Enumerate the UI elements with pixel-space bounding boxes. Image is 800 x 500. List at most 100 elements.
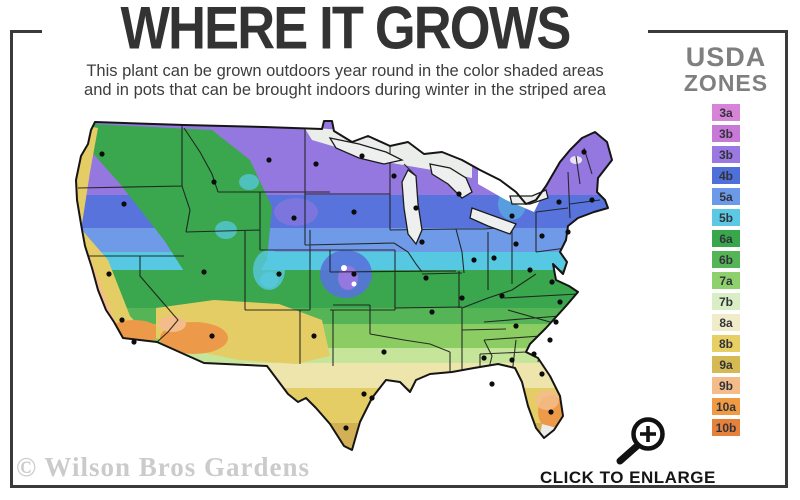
- patch-maine-white: [570, 156, 582, 164]
- city-dot: [513, 323, 519, 329]
- city-dot: [565, 229, 571, 235]
- click-to-enlarge-label[interactable]: CLICK TO ENLARGE: [540, 468, 716, 487]
- city-dot: [361, 391, 367, 397]
- climate-band-7: [76, 348, 612, 363]
- city-dot: [549, 279, 555, 285]
- city-dot: [429, 309, 435, 315]
- zone-swatch-8b: 8b: [712, 335, 740, 352]
- lake-erie: [469, 207, 517, 235]
- city-dot: [106, 271, 112, 277]
- zone-swatch-4b: 4b: [712, 167, 740, 184]
- city-dot: [456, 191, 462, 197]
- city-dot: [539, 371, 545, 377]
- frame-top-right: [648, 30, 788, 33]
- city-dot: [291, 215, 297, 221]
- frame-top-left: [10, 30, 42, 33]
- legend-swatch-list: 3a 3b 3b 4b 5a 5b 6a 6b 7a 7b 8a 8b 9a 9b 10a 10b: [678, 104, 774, 436]
- zone-swatch-3b: 3b: [712, 125, 740, 142]
- zone-swatch-8a: 8a: [712, 314, 740, 331]
- city-dot: [343, 425, 349, 431]
- patch-florida-peach: [535, 390, 559, 410]
- usda-zones-legend: USDA ZONES 3a 3b 3b 4b 5a 5b 6a 6b 7a 7b 8a 8b 9a 9b 1…: [678, 44, 774, 436]
- city-dot: [359, 153, 365, 159]
- city-dot: [131, 339, 137, 345]
- city-dot: [311, 333, 317, 339]
- city-dot: [481, 355, 487, 361]
- patch-california-yellow: [80, 230, 154, 342]
- city-dot: [459, 295, 465, 301]
- subtitle-line-2: and in pots that can be brought indoors …: [84, 81, 606, 99]
- lake-michigan: [401, 169, 423, 246]
- patch-colorado-purple: [338, 266, 358, 290]
- city-dots: [99, 149, 595, 431]
- patch-northwest-green: [90, 124, 272, 304]
- lake-superior: [328, 137, 404, 165]
- subtitle-line-1: This plant can be grown outdoors year ro…: [86, 62, 604, 80]
- city-dot: [489, 381, 495, 387]
- magnifier-zoom-icon[interactable]: [610, 408, 674, 470]
- city-dot: [351, 271, 357, 277]
- city-dot: [471, 257, 477, 263]
- city-dot: [211, 179, 217, 185]
- city-dot: [553, 319, 559, 325]
- usda-zones-map[interactable]: [64, 112, 664, 472]
- zone-swatch-3b: 3b: [712, 146, 740, 163]
- patch-colorado-white-1: [341, 265, 347, 271]
- zone-swatch-6b: 6b: [712, 251, 740, 268]
- frame-bottom: [10, 485, 788, 488]
- climate-band-10: [76, 423, 612, 449]
- page-title: WHERE IT GROWS: [120, 0, 571, 63]
- zone-swatch-6a: 6a: [712, 230, 740, 247]
- patch-utah-cyan: [253, 250, 285, 290]
- city-dot: [276, 271, 282, 277]
- climate-band-8: [76, 363, 612, 388]
- zone-swatch-9b: 9b: [712, 377, 740, 394]
- subtitle: This plant can be grown outdoors year ro…: [0, 62, 690, 100]
- city-dot: [589, 197, 595, 203]
- lake-ontario: [509, 189, 549, 205]
- city-dot: [556, 199, 562, 205]
- city-dot: [527, 267, 533, 273]
- zone-swatch-5a: 5a: [712, 188, 740, 205]
- us-outline: [75, 120, 613, 451]
- patch-nw-cyan-2: [215, 221, 237, 239]
- city-dot: [547, 337, 553, 343]
- city-dot: [209, 333, 215, 339]
- zone-swatch-5b: 5b: [712, 209, 740, 226]
- city-dot: [423, 275, 429, 281]
- legend-title-usda: USDA: [685, 42, 767, 72]
- patch-nw-cyan-1: [239, 174, 259, 190]
- lake-huron: [429, 163, 473, 199]
- zone-swatch-3a: 3a: [712, 104, 740, 121]
- city-dot: [381, 349, 387, 355]
- patch-arizona-peach: [158, 316, 186, 332]
- zone-swatch-7b: 7b: [712, 293, 740, 310]
- city-dot: [491, 255, 497, 261]
- city-dot: [513, 241, 519, 247]
- city-dot: [391, 173, 397, 179]
- city-dot: [99, 151, 105, 157]
- patch-wyoming-purple: [274, 198, 318, 226]
- zone-swatch-7a: 7a: [712, 272, 740, 289]
- city-dot: [499, 293, 505, 299]
- city-dot: [548, 409, 554, 415]
- city-dot: [539, 233, 545, 239]
- frame-right: [785, 30, 788, 488]
- city-dot: [419, 239, 425, 245]
- city-dot: [509, 357, 515, 363]
- legend-title-zones: ZONES: [683, 70, 769, 96]
- city-dot: [581, 149, 587, 155]
- frame-left: [10, 30, 13, 488]
- city-dot: [313, 161, 319, 167]
- city-dot: [266, 157, 272, 163]
- city-dot: [369, 395, 375, 401]
- city-dot: [119, 317, 125, 323]
- zone-swatch-9a: 9a: [712, 356, 740, 373]
- city-dot: [509, 213, 515, 219]
- city-dot: [351, 209, 357, 215]
- city-dot: [121, 201, 127, 207]
- zone-swatch-10b: 10b: [712, 419, 740, 436]
- city-dot: [413, 205, 419, 211]
- climate-band-2: [76, 228, 612, 252]
